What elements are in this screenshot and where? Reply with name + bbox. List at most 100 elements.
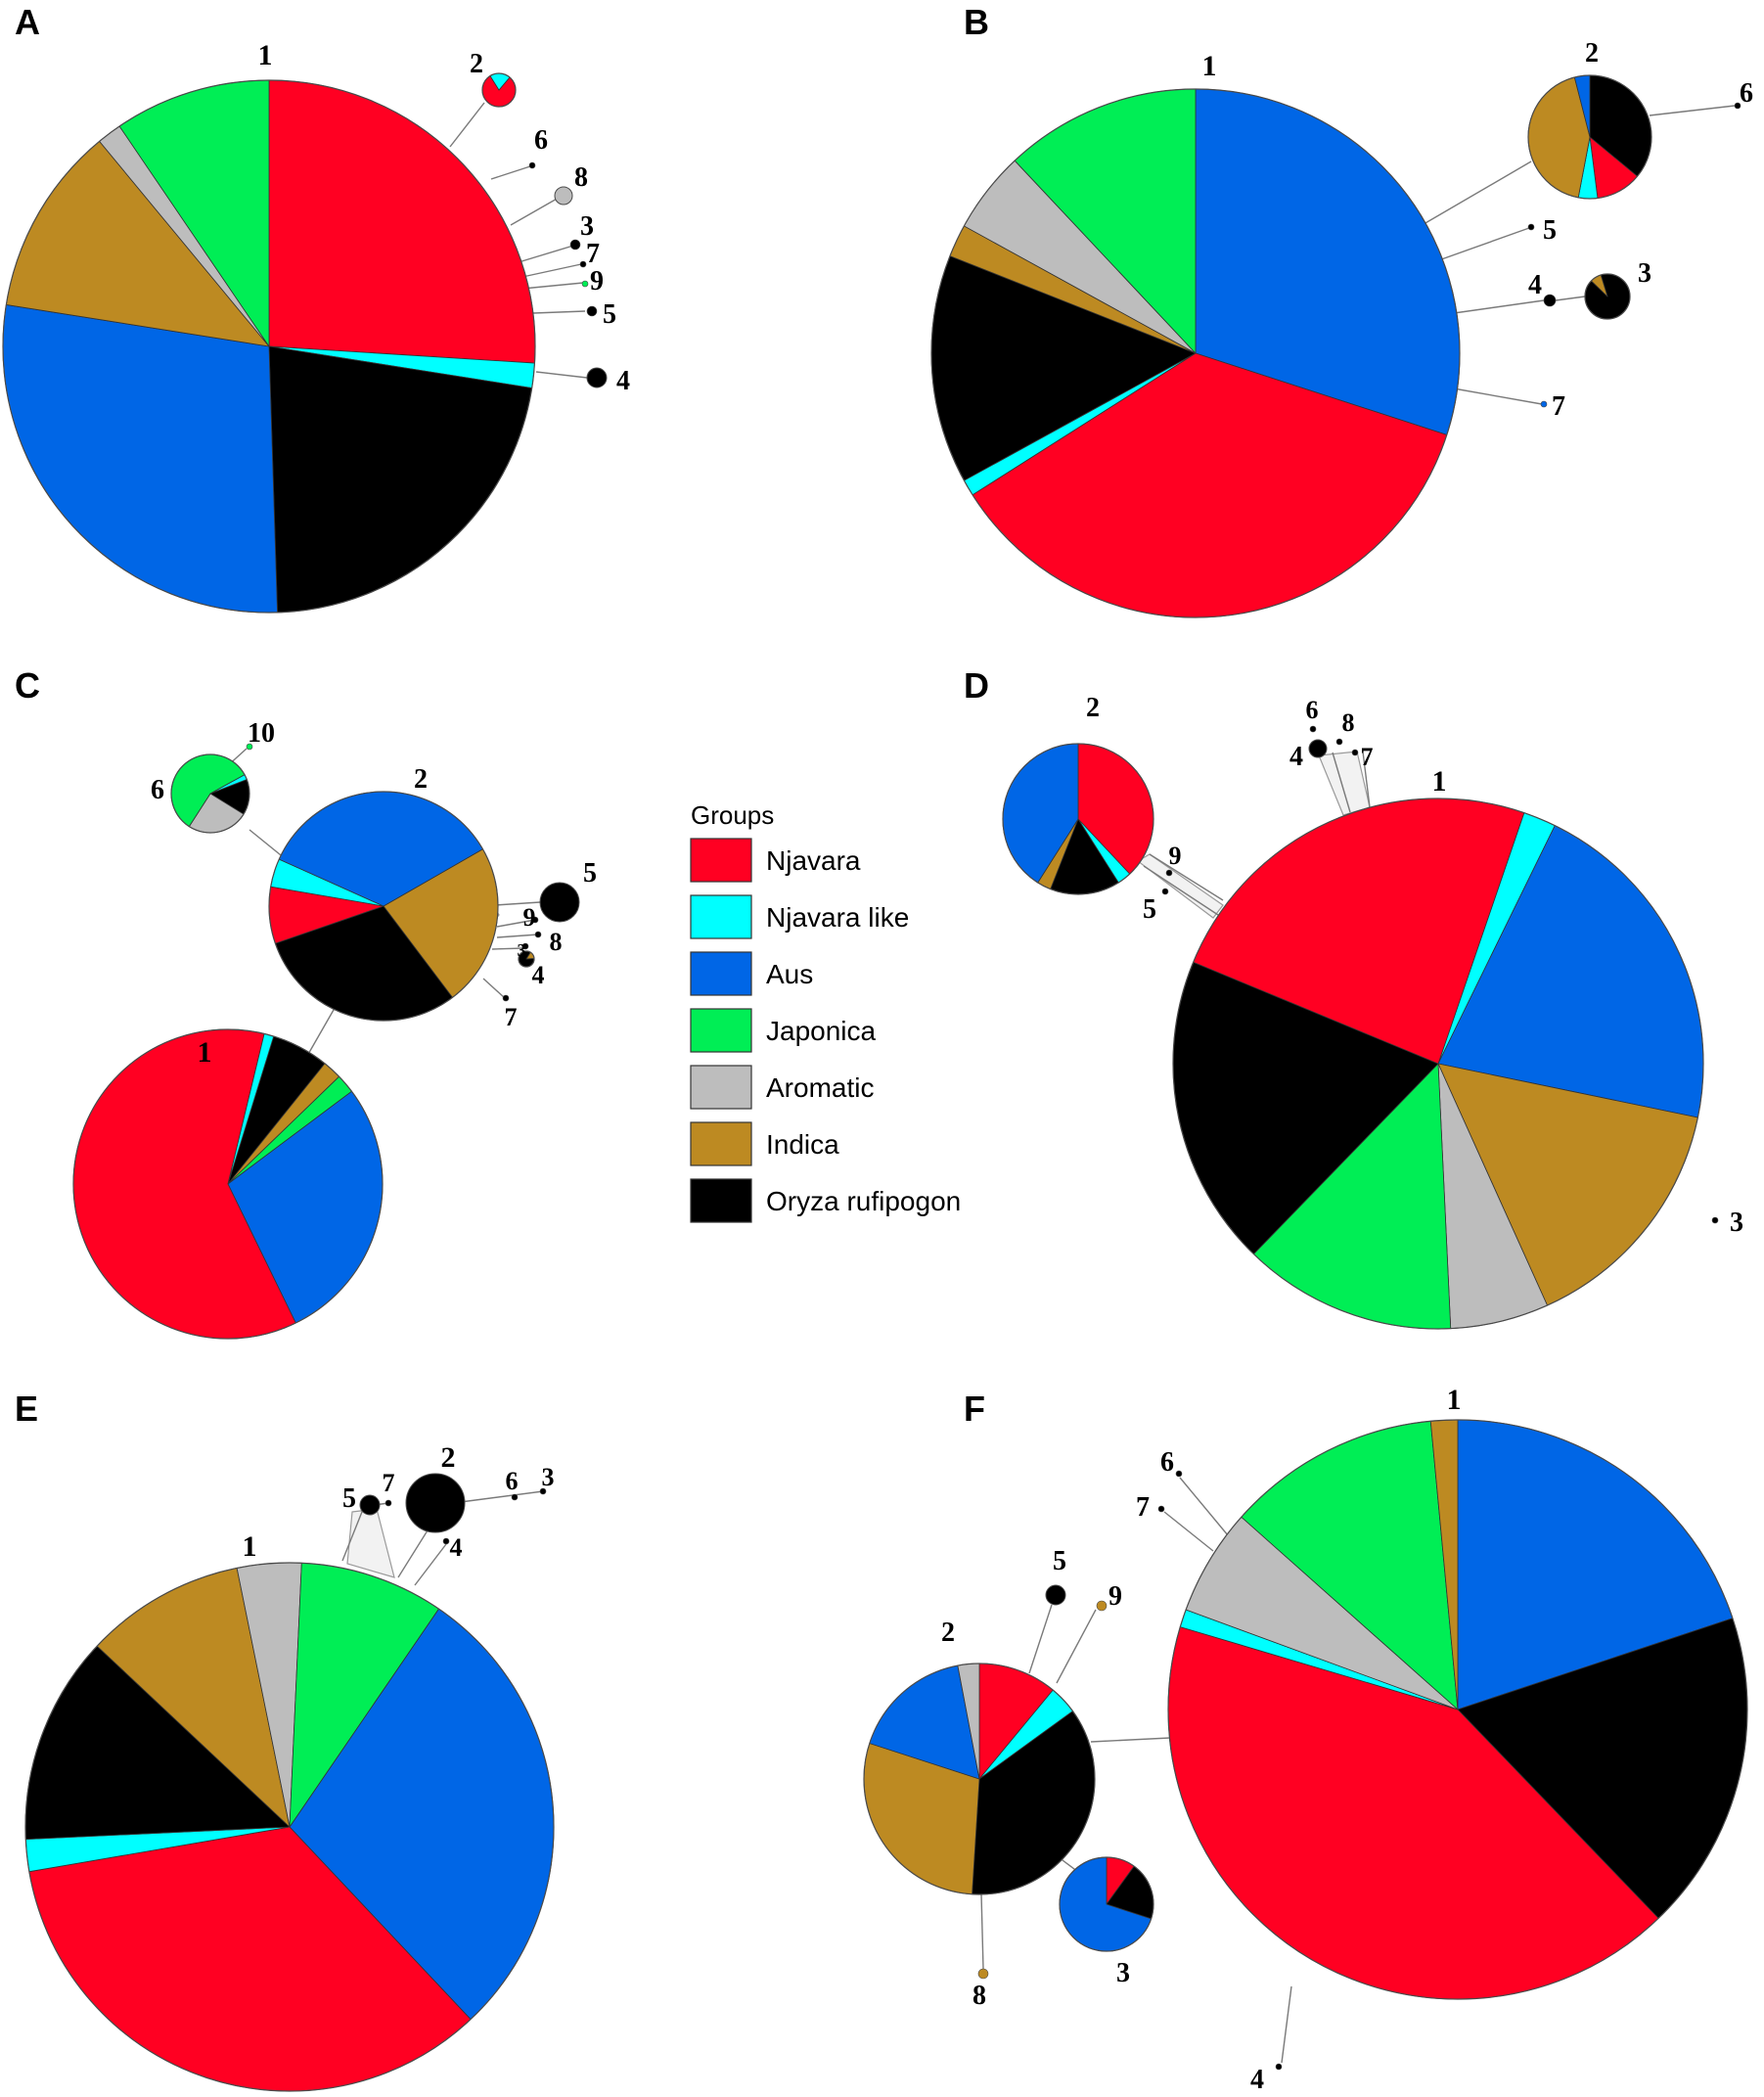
node-number-c8: 8	[550, 928, 563, 956]
haplotype-node-f1	[1167, 1419, 1748, 2000]
haplotype-node-a7	[579, 260, 587, 268]
network-link	[1281, 1985, 1292, 2064]
panel-letter-b: B	[964, 2, 989, 42]
network-link	[1056, 1609, 1097, 1684]
node-number-f3: 3	[1116, 1958, 1130, 1988]
node-number-d3: 3	[1730, 1208, 1743, 1238]
haplotype-node-f9	[1096, 1600, 1108, 1612]
pie-slice-rufipogon	[442, 1537, 450, 1545]
node-number-e3: 3	[542, 1463, 555, 1491]
pie-slice-rufipogon	[586, 305, 598, 317]
panel-letter-d: D	[964, 665, 989, 706]
haplotype-node-d4	[1308, 739, 1328, 758]
pie-slice-aromatic	[554, 186, 573, 205]
haplotype-node-e5	[359, 1494, 381, 1516]
network-link	[1090, 1737, 1171, 1743]
node-number-e4: 4	[450, 1533, 463, 1562]
legend-label: Aus	[766, 959, 813, 989]
pie-outline	[1002, 743, 1154, 895]
node-number-f8: 8	[972, 1981, 986, 2011]
legend-swatch	[690, 1008, 752, 1053]
haplotype-node-a2	[481, 72, 517, 108]
haplotype-node-c10	[246, 743, 253, 751]
haplotype-node-a4	[586, 367, 608, 388]
pie-slice-rufipogon	[539, 1487, 547, 1495]
pie-outline	[930, 88, 1461, 618]
haplotype-node-a6	[528, 161, 536, 169]
pie-slice-rufipogon	[1543, 294, 1557, 307]
legend-item-aromatic: Aromatic	[690, 1065, 874, 1110]
network-link	[1179, 1477, 1234, 1542]
node-number-b5: 5	[1543, 215, 1557, 246]
legend-swatch	[690, 951, 752, 996]
network-link	[1447, 387, 1543, 405]
node-number-d9: 9	[1169, 842, 1182, 870]
pie-slice-rufipogon	[586, 367, 608, 388]
network-link	[1453, 299, 1545, 314]
haplotype-node-d1	[1172, 798, 1704, 1330]
haplotype-node-f4	[1275, 2063, 1283, 2071]
node-number-a8: 8	[574, 162, 588, 193]
network-link	[449, 102, 485, 148]
node-number-f1: 1	[1447, 1384, 1462, 1416]
network-link	[1362, 751, 1371, 808]
network-link	[510, 197, 560, 226]
pie-outline	[170, 753, 250, 834]
pie-slice-rufipogon	[569, 239, 581, 251]
pie-slice-rufipogon	[1351, 749, 1359, 756]
pie-slice-rufipogon	[511, 1493, 519, 1501]
node-number-a4: 4	[616, 366, 630, 396]
legend-label: Oryza rufipogon	[766, 1186, 961, 1216]
node-number-b4: 4	[1528, 270, 1542, 300]
node-number-e2: 2	[441, 1441, 456, 1474]
haplotype-node-a9	[581, 280, 589, 288]
pie-outline	[1527, 74, 1652, 200]
pie-slice-aus	[1540, 400, 1548, 408]
haplotype-node-e1	[24, 1562, 555, 2092]
pie-slice-rufipogon	[1734, 102, 1741, 110]
haplotype-node-d7	[1351, 749, 1359, 756]
haplotype-node-b1	[930, 88, 1461, 618]
network-link	[521, 282, 584, 290]
node-number-c10: 10	[248, 718, 275, 749]
node-number-e6: 6	[506, 1467, 519, 1495]
node-number-c3: 3	[518, 940, 526, 960]
haplotype-node-e3	[539, 1487, 547, 1495]
network-link	[494, 901, 541, 906]
network-link	[1028, 1604, 1053, 1674]
node-number-c7: 7	[505, 1003, 518, 1031]
haplotype-node-a5	[586, 305, 598, 317]
pie-slice-aus	[2, 304, 278, 614]
haplotype-node-c9	[531, 916, 539, 924]
haplotype-node-c6	[170, 753, 250, 834]
pie-outline	[1167, 1419, 1748, 2000]
node-number-d7: 7	[1361, 743, 1374, 771]
pie-outline	[1172, 798, 1704, 1330]
node-number-f4: 4	[1250, 2065, 1264, 2095]
haplotype-node-d5	[1161, 888, 1169, 895]
pie-outline	[518, 950, 535, 968]
network-link	[496, 934, 539, 938]
pie-slice-njavara	[268, 79, 536, 364]
pie-slice-rufipogon	[1275, 2063, 1283, 2071]
panel-letter-c: C	[15, 665, 40, 706]
node-number-c2: 2	[414, 764, 428, 795]
pie-slice-rufipogon	[521, 942, 529, 950]
node-number-d8: 8	[1342, 708, 1355, 737]
network-link	[1149, 853, 1224, 901]
node-number-c6: 6	[151, 775, 164, 805]
pie-outline	[2, 79, 536, 614]
legend: Groups Njavara Njavara like Aus Japonica Aro…	[690, 800, 961, 1223]
haplotype-node-b5	[1527, 223, 1535, 231]
node-number-b1: 1	[1202, 50, 1217, 82]
haplotype-node-c8	[534, 931, 542, 938]
network-link	[1432, 227, 1530, 263]
pie-slice-japonica	[581, 280, 589, 288]
legend-swatch	[690, 1065, 752, 1110]
haplotype-node-b2	[1527, 74, 1652, 200]
haplotype-node-d3	[1711, 1216, 1719, 1224]
panel-letter-e: E	[15, 1389, 38, 1429]
pie-slice-rufipogon	[268, 345, 533, 614]
network-link	[535, 371, 588, 379]
node-number-a9: 9	[590, 266, 604, 296]
